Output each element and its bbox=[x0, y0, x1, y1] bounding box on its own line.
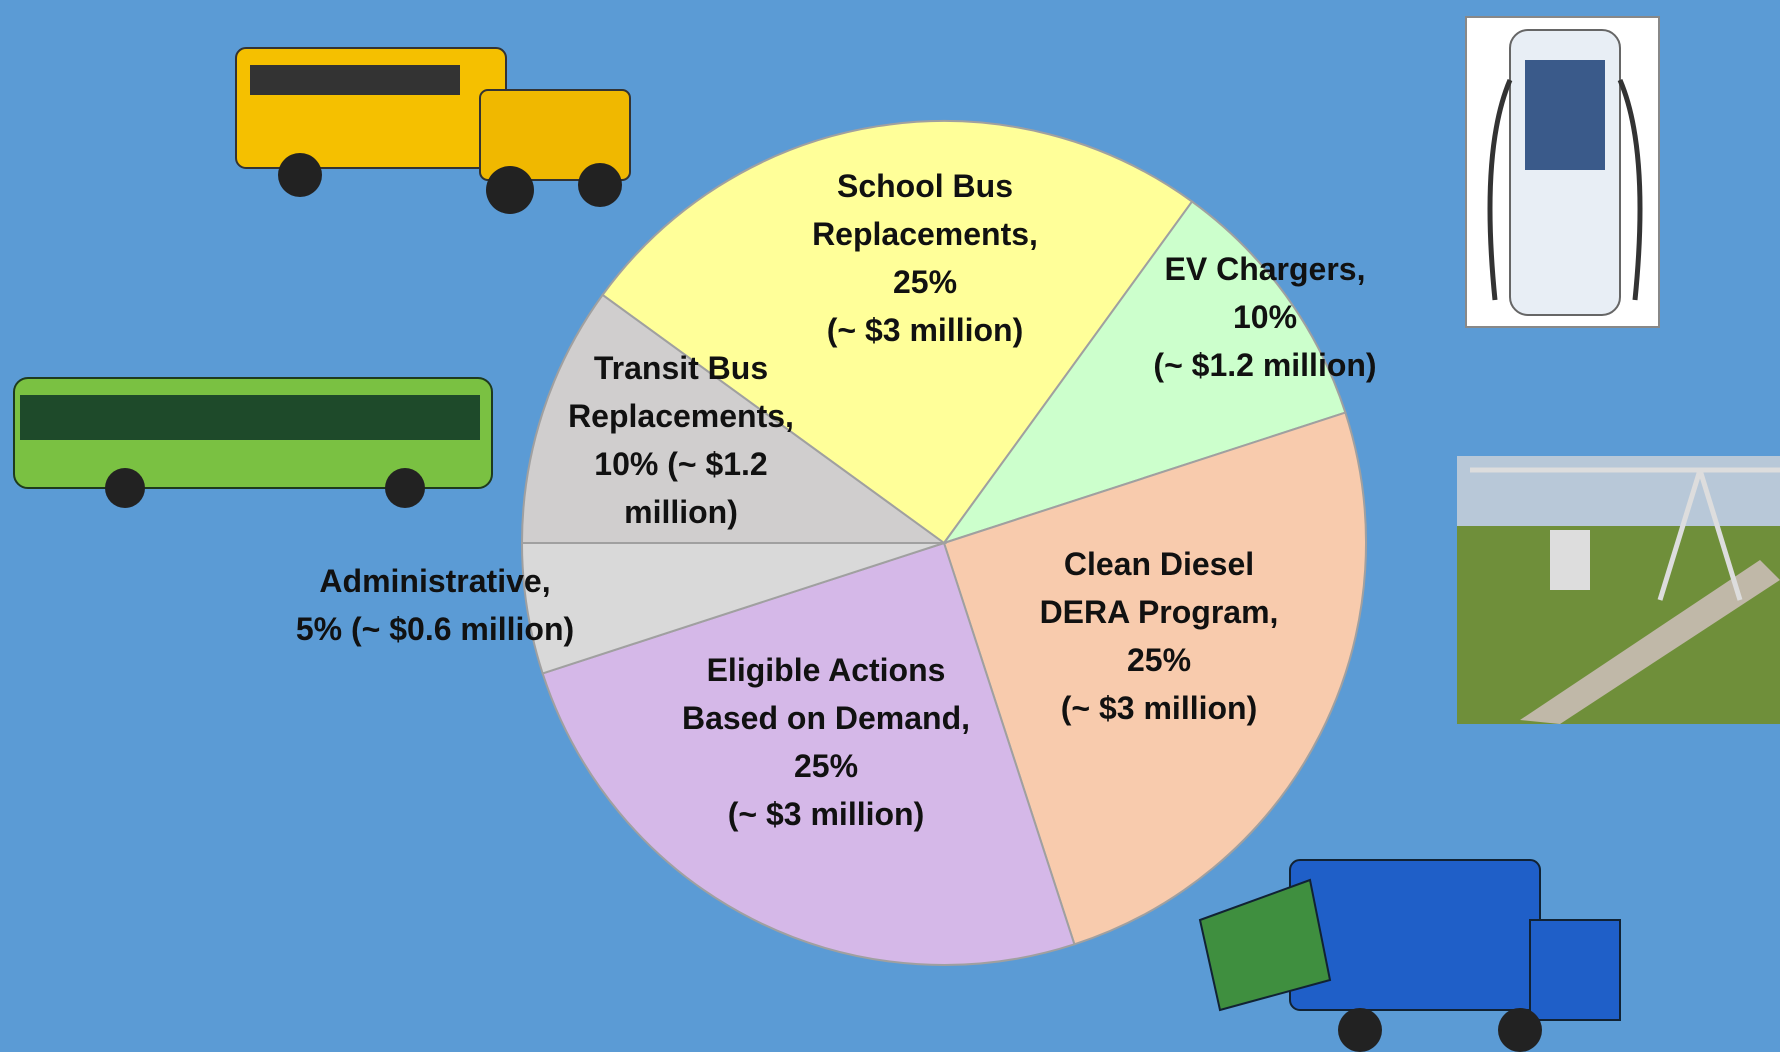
slice-label-line: Replacements, bbox=[568, 398, 794, 434]
slice-label: Eligible Actions Based on Demand, 25% (~ $3… bbox=[682, 652, 970, 832]
garbage-truck-image bbox=[1198, 859, 1621, 1052]
slice-label-line: (~ $3 million) bbox=[827, 312, 1023, 348]
pie bbox=[520, 120, 1367, 966]
slice-label-line: (~ $3 million) bbox=[728, 796, 924, 832]
slice-label-line: Transit Bus bbox=[594, 350, 768, 386]
slice-label-line: 25% bbox=[1127, 642, 1191, 678]
pie-slice bbox=[520, 293, 948, 544]
slice-label-line: 25% bbox=[794, 748, 858, 784]
slice-label: Transit Bus Replacements, 10% (~ $1.2 milli… bbox=[568, 350, 794, 530]
slice-label-line: Clean Diesel bbox=[1064, 546, 1254, 582]
pie-slice bbox=[942, 411, 1367, 946]
slice-label-line: million) bbox=[624, 494, 738, 530]
slice-label-line: DERA Program, bbox=[1040, 594, 1279, 630]
slice-label-line: (~ $1.2 million) bbox=[1153, 347, 1376, 383]
ev-charger-image bbox=[1465, 16, 1660, 328]
irrigation-image bbox=[1457, 456, 1780, 724]
slice-label: Clean Diesel DERA Program, 25% (~ $3 millio… bbox=[1040, 546, 1279, 726]
slice-label-line: (~ $3 million) bbox=[1061, 690, 1257, 726]
slice-label: School Bus Replacements, 25% (~ $3 million) bbox=[812, 168, 1038, 348]
slice-label-line: 10% bbox=[1233, 299, 1297, 335]
pie-slice bbox=[601, 120, 1194, 545]
slice-label-line: Replacements, bbox=[812, 216, 1038, 252]
slice-label-line: Eligible Actions bbox=[707, 652, 946, 688]
slice-label-line: 5% (~ $0.6 million) bbox=[296, 611, 574, 647]
slice-label-line: 10% (~ $1.2 bbox=[594, 446, 767, 482]
slice-label-line: School Bus bbox=[837, 168, 1013, 204]
transit-bus-image bbox=[13, 377, 493, 508]
slice-label-line: Administrative, bbox=[319, 563, 550, 599]
slice-label-line: Based on Demand, bbox=[682, 700, 970, 736]
pie-slice bbox=[941, 200, 1347, 545]
slice-label: EV Chargers, 10% (~ $1.2 million) bbox=[1153, 251, 1376, 383]
slice-label: Administrative, 5% (~ $0.6 million) bbox=[296, 563, 574, 647]
slice-label-line: 25% bbox=[893, 264, 957, 300]
slice-labels: School Bus Replacements, 25% (~ $3 million)… bbox=[296, 168, 1377, 832]
slice-label-line: EV Chargers, bbox=[1165, 251, 1366, 287]
school-bus-image bbox=[235, 47, 631, 214]
pie-slice bbox=[541, 541, 1076, 966]
